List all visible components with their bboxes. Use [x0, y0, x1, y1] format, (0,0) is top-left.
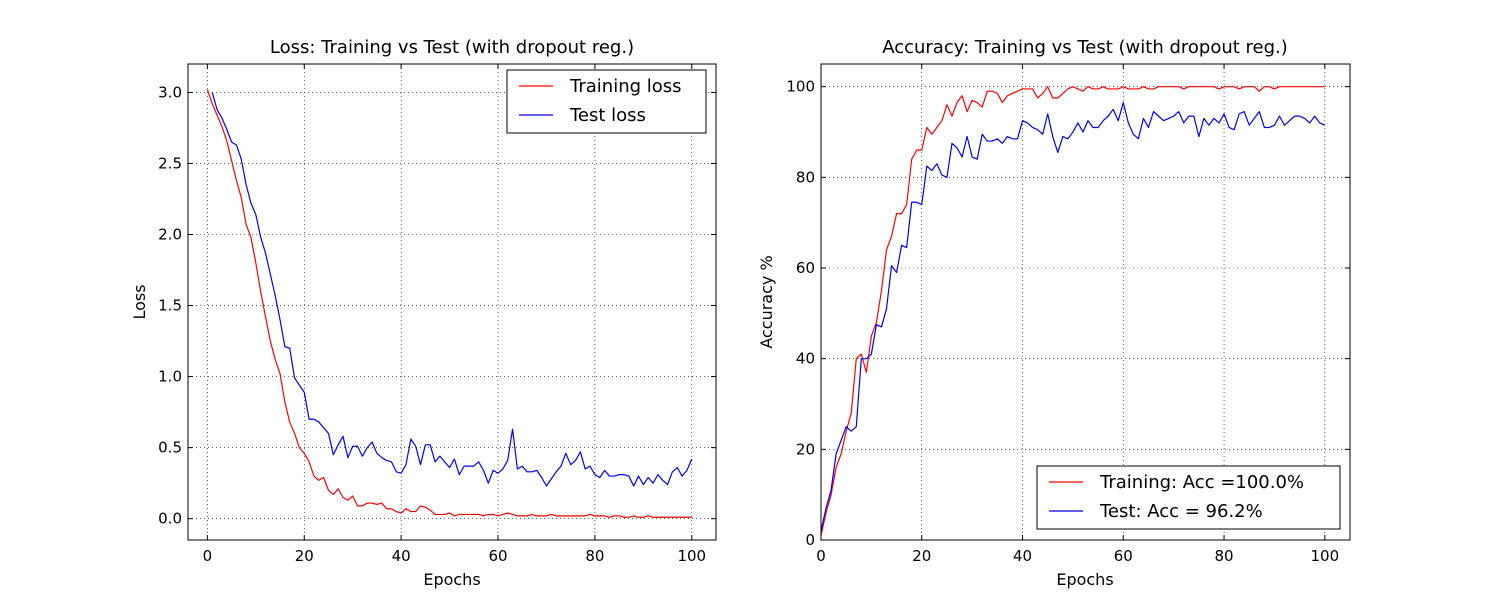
accuracy-chart-title: Accuracy: Training vs Test (with dropout… [882, 37, 1288, 58]
loss-x-tick-label: 60 [488, 547, 507, 565]
accuracy-x-tick-label: 0 [816, 547, 826, 565]
accuracy-legend-box [1036, 465, 1341, 530]
accuracy-y-tick-label: 0 [805, 531, 815, 549]
loss-series-line-2 [211, 92, 693, 487]
loss-y-axis-label: Loss [130, 284, 149, 319]
accuracy-series-line-1 [820, 86, 1325, 536]
accuracy-x-tick-label: 60 [1114, 547, 1133, 565]
loss-legend-label: Training loss [569, 76, 682, 97]
loss-x-tick-label: 0 [203, 547, 213, 565]
accuracy-y-axis-label: Accuracy % [757, 255, 776, 348]
accuracy-x-axis-label: Epochs [1056, 570, 1113, 589]
accuracy-legend-label: Test: Acc = 96.2% [1099, 501, 1263, 522]
loss-plot-frame [187, 63, 717, 541]
loss-x-tick-label: 20 [295, 547, 314, 565]
accuracy-y-tick-label: 80 [796, 168, 815, 186]
loss-series-line-1 [206, 89, 692, 518]
loss-x-tick-label: 80 [585, 547, 604, 565]
loss-series [206, 89, 693, 518]
accuracy-plot-frame [820, 63, 1351, 541]
loss-legend: Training loss Test loss [506, 69, 707, 134]
accuracy-y-tick-label: 40 [796, 350, 815, 368]
loss-y-tick-label: 3.0 [158, 83, 182, 101]
accuracy-y-tick-label: 60 [796, 259, 815, 277]
accuracy-y-tick-label: 20 [796, 440, 815, 458]
accuracy-chart: Accuracy: Training vs Test (with dropout… [757, 37, 1351, 589]
loss-x-axis-label: Epochs [423, 570, 480, 589]
accuracy-legend-label: Training: Acc =100.0% [1099, 472, 1304, 493]
loss-ticks: 0 20 40 60 80 100 0.0 0.5 1.0 1.5 2.0 2.5 3.0 [158, 64, 716, 565]
loss-legend-box [506, 69, 707, 134]
loss-x-tick-label: 100 [677, 547, 706, 565]
accuracy-x-tick-label: 20 [912, 547, 931, 565]
accuracy-x-tick-label: 40 [1013, 547, 1032, 565]
accuracy-series-line-2 [820, 101, 1326, 532]
loss-chart: Loss: Training vs Test (with dropout reg… [130, 37, 717, 589]
accuracy-legend: Training: Acc =100.0% Test: Acc = 96.2% [1036, 465, 1341, 530]
loss-chart-title: Loss: Training vs Test (with dropout reg… [270, 37, 634, 58]
loss-y-tick-label: 1.0 [158, 368, 182, 386]
loss-y-tick-label: 1.5 [158, 297, 182, 315]
loss-legend-label: Test loss [569, 105, 646, 126]
loss-x-tick-label: 40 [392, 547, 411, 565]
loss-y-tick-label: 0.5 [158, 439, 182, 457]
loss-grid [188, 64, 716, 540]
accuracy-ticks: 0 20 40 60 80 100 0 20 40 60 80 100 [786, 64, 1350, 565]
loss-y-tick-label: 2.5 [158, 154, 182, 172]
accuracy-x-tick-label: 80 [1215, 547, 1234, 565]
loss-y-tick-label: 2.0 [158, 226, 182, 244]
loss-y-tick-label: 0.0 [158, 510, 182, 528]
accuracy-series [820, 86, 1326, 536]
accuracy-y-tick-label: 100 [786, 78, 815, 96]
accuracy-x-tick-label: 100 [1310, 547, 1339, 565]
